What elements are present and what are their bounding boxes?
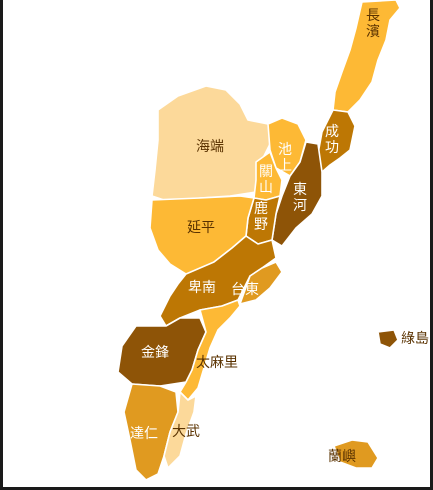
region-dawu[interactable] bbox=[163, 391, 197, 469]
region-daren[interactable] bbox=[123, 383, 179, 481]
region-beinan[interactable] bbox=[159, 235, 277, 327]
frame-border-right bbox=[430, 0, 433, 490]
label-donghe: 東河 bbox=[293, 182, 307, 214]
label-guanshan: 關山 bbox=[259, 164, 273, 196]
label-luye: 鹿野 bbox=[254, 201, 268, 233]
label-taitung: 台東 bbox=[231, 282, 259, 298]
frame-border-left bbox=[0, 0, 3, 490]
frame-border-bottom bbox=[0, 487, 433, 490]
label-ludao: 綠島 bbox=[401, 331, 429, 347]
label-daren: 達仁 bbox=[130, 426, 158, 442]
label-beinan: 卑南 bbox=[188, 280, 216, 296]
region-chenggong[interactable] bbox=[317, 109, 356, 173]
region-taitung[interactable] bbox=[239, 261, 283, 305]
label-dawu: 大武 bbox=[172, 424, 200, 440]
label-taimali: 太麻里 bbox=[196, 355, 238, 371]
label-chenggong: 成功 bbox=[325, 124, 339, 156]
region-ludao[interactable] bbox=[377, 329, 399, 349]
label-yanping: 延平 bbox=[187, 220, 215, 236]
label-lanyu: 蘭嶼 bbox=[328, 449, 356, 465]
region-lanyu[interactable] bbox=[333, 439, 379, 469]
label-chishang: 池上 bbox=[278, 142, 292, 174]
label-jinfeng: 金鋒 bbox=[141, 345, 169, 361]
region-donghe[interactable] bbox=[271, 141, 323, 247]
label-changbin: 長濱 bbox=[366, 8, 380, 40]
region-taimali[interactable] bbox=[179, 299, 241, 401]
region-changbin[interactable] bbox=[332, 0, 401, 113]
label-haiduan: 海端 bbox=[196, 139, 224, 155]
